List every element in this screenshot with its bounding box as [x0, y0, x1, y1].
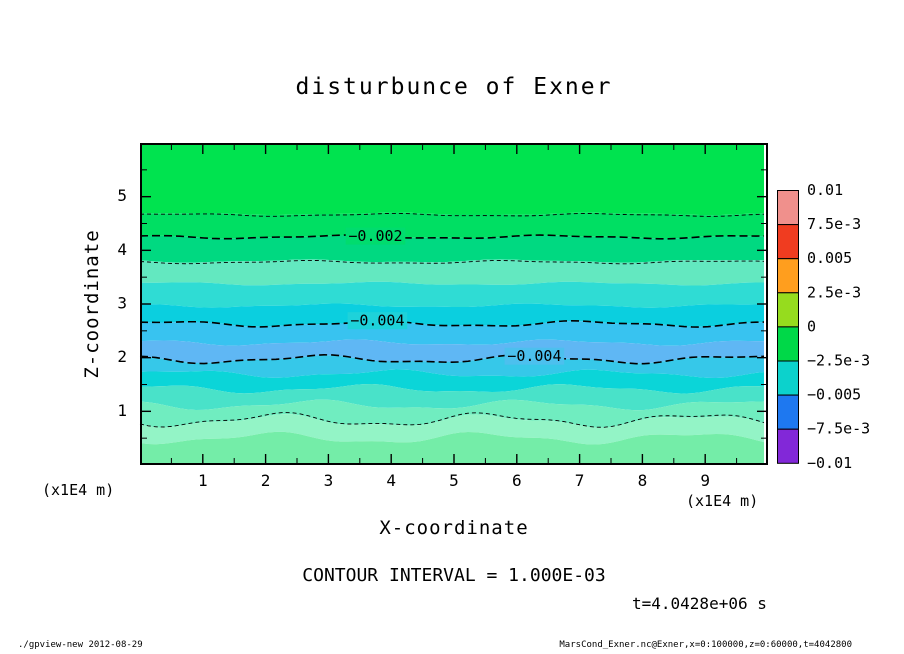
tone-band	[140, 212, 764, 239]
contour-label: −0.004	[350, 312, 404, 330]
y-tick-label: 4	[117, 240, 127, 259]
plot-svg: −0.002 −0.004 −0.004 1 2 3 4 5 6 7 8 9 1 2 3 4 5	[117, 143, 768, 490]
x-tick-label: 4	[386, 471, 396, 490]
x-axis-label: X-coordinate	[379, 517, 529, 539]
tone-band	[140, 143, 764, 216]
colorbar-tick-label: −0.005	[807, 386, 861, 404]
contour-line	[139, 212, 765, 217]
colorbar-tick-label: 0.01	[807, 181, 843, 199]
y-tick-label: 5	[117, 186, 127, 205]
y-axis-label: Z-coordinate	[81, 229, 103, 379]
colorbar-segment	[777, 224, 799, 260]
colorbar-tick-label: 0.005	[807, 249, 852, 267]
x-tick-label: 7	[575, 471, 585, 490]
contour-line	[139, 354, 765, 365]
contour-label-backing	[345, 227, 406, 245]
tone-band	[140, 399, 764, 428]
x-tick-label: 1	[198, 471, 208, 490]
plot-frame	[140, 143, 768, 465]
contour-line	[139, 412, 765, 428]
colorbar-svg: 0.01 7.5e-3 0.005 2.5e-3 0 −2.5e-3 −0.005 −7.5e…	[777, 181, 870, 472]
footer-source-text: MarsCond_Exner.nc@Exner,x=0:100000,z=0:6…	[559, 640, 852, 650]
x-tick-label: 9	[700, 471, 710, 490]
y-axis-unit-label: (x1E4 m)	[42, 481, 115, 499]
colorbar-segment	[777, 360, 799, 396]
contour-label: −0.002	[348, 227, 402, 245]
tone-band	[140, 259, 764, 286]
tone-band	[140, 281, 764, 308]
y-tick-label: 2	[117, 347, 127, 366]
colorbar-segment	[777, 258, 799, 294]
tone-band	[140, 303, 764, 327]
colorbar-segment	[777, 394, 799, 430]
colorbar-tick-label: 2.5e-3	[807, 283, 861, 301]
y-tick-label: 3	[117, 294, 127, 313]
x-tick-label: 6	[512, 471, 522, 490]
x-tick-label: 8	[638, 471, 648, 490]
footer-command-text: ./gpview-new 2012-08-29	[18, 640, 143, 650]
tone-band	[140, 235, 764, 263]
x-tick-label: 2	[261, 471, 271, 490]
x-axis-unit-label: (x1E4 m)	[686, 492, 759, 510]
tone-band	[140, 414, 764, 445]
colorbar-tick-label: 7.5e-3	[807, 215, 861, 233]
contour-label: −0.004	[507, 347, 561, 365]
colorbar-tick-label: −0.01	[807, 454, 852, 472]
contour-line	[139, 259, 765, 265]
tone-band	[140, 320, 764, 346]
contour-line	[139, 319, 765, 328]
colorbar-tick-label: −7.5e-3	[807, 420, 870, 438]
contour-interval-note: CONTOUR INTERVAL = 1.000E-03	[302, 565, 606, 586]
contour-label-backing	[504, 347, 565, 365]
x-tick-label: 3	[324, 471, 334, 490]
colorbar-segment	[777, 292, 799, 328]
colorbar-tick-label: −2.5e-3	[807, 352, 870, 370]
colorbar-segment	[777, 326, 799, 362]
y-tick-label: 1	[117, 401, 127, 420]
contour-line	[139, 234, 765, 240]
tone-band	[140, 431, 764, 465]
chart-title: disturbunce of Exner	[295, 74, 613, 100]
colorbar-tick-label: 0	[807, 317, 816, 335]
contour-label-backing	[347, 312, 408, 330]
colorbar-segment	[777, 190, 799, 226]
tone-band	[140, 384, 764, 411]
time-annotation: t=4.0428e+06 s	[632, 594, 767, 613]
x-tick-label: 5	[449, 471, 459, 490]
tone-band	[140, 369, 764, 394]
colorbar-segment	[777, 428, 799, 464]
